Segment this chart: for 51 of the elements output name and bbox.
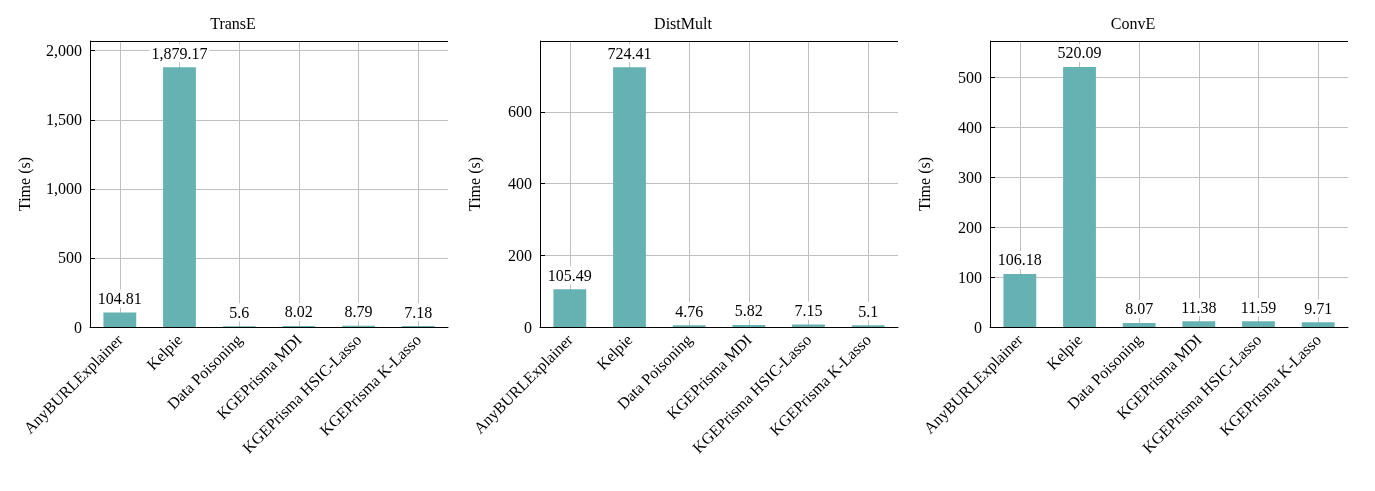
bar [1122,322,1156,327]
data-label: 8.02 [284,303,313,321]
data-label: 104.81 [97,290,142,308]
data-label: 724.41 [607,44,652,62]
data-label: 11.38 [1181,298,1217,316]
y-axis-title: Time (s) [15,156,34,212]
y-tick-label: 1,000 [46,180,82,198]
data-label: 5.82 [734,302,763,320]
bar [1301,322,1335,327]
y-tick-label: 500 [958,68,982,86]
y-tick-label: 200 [508,246,532,264]
data-label: 1,879.17 [151,44,208,62]
y-tick-label: 0 [974,318,982,336]
bar [732,324,766,327]
bar [613,67,646,327]
bar [1063,66,1096,327]
y-tick-label: 200 [958,218,982,236]
y-tick-label: 400 [958,118,982,136]
chart-title: DistMult [654,14,713,32]
data-label: 11.59 [1240,298,1277,316]
y-tick-label: 500 [58,249,82,267]
bar [1182,321,1216,327]
data-label: 7.18 [404,303,433,321]
data-label: 8.79 [344,303,373,321]
y-tick-label: 300 [958,168,982,186]
y-tick-label: 400 [508,175,532,193]
data-label: 106.18 [997,251,1042,269]
y-axis-title: Time (s) [915,156,934,212]
data-label: 5.1 [858,302,879,320]
data-label: 9.71 [1304,299,1333,317]
data-label: 105.49 [547,266,592,284]
bar [1003,273,1037,327]
bar [163,67,196,327]
bar [1242,321,1275,327]
y-tick-label: 0 [524,318,532,336]
data-label: 520.09 [1057,44,1102,62]
data-label: 7.15 [794,301,823,319]
chart-title: ConvE [1110,14,1156,32]
data-label: 8.07 [1125,300,1154,318]
y-tick-label: 1,500 [46,111,82,129]
data-label: 4.76 [675,302,704,320]
y-tick-label: 0 [74,318,82,336]
bar [792,324,825,327]
y-tick-label: 2,000 [46,42,82,60]
data-label: 5.6 [229,303,250,321]
bar [103,312,137,327]
y-tick-label: 600 [508,103,532,121]
y-tick-label: 100 [958,268,982,286]
chart-title: TransE [210,14,256,32]
y-axis-title: Time (s) [465,156,484,212]
bar [553,289,587,327]
